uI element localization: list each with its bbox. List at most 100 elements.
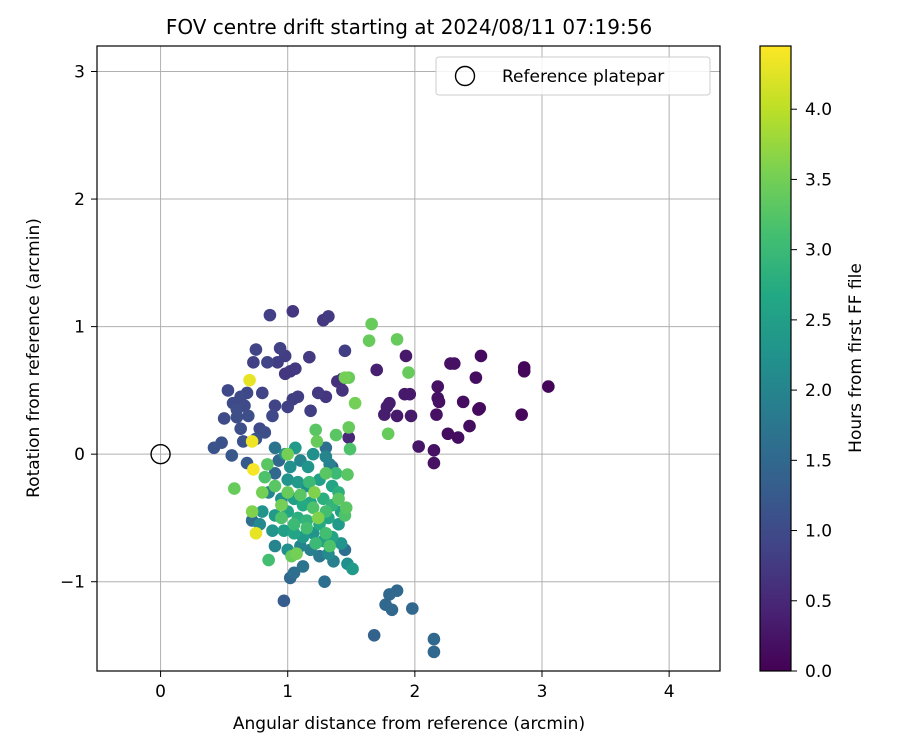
- data-point: [303, 475, 316, 489]
- data-point: [281, 473, 295, 486]
- data-point: [365, 317, 378, 331]
- data-point: [258, 470, 272, 484]
- colorbar-tick-label: 1.5: [805, 451, 832, 471]
- data-point: [287, 566, 301, 580]
- data-point: [266, 409, 279, 423]
- colorbar-tick-label: 4.0: [805, 100, 832, 120]
- data-point: [378, 408, 391, 421]
- data-point: [427, 645, 441, 659]
- data-point: [463, 419, 476, 433]
- y-tick-label: 0: [74, 445, 85, 465]
- data-point: [225, 449, 239, 462]
- colorbar-ticks: 0.0 0.5 1.0 1.5 2.0 2.5 3.0 3.5 4.0: [791, 100, 832, 682]
- data-point: [404, 409, 418, 423]
- data-point: [283, 460, 297, 474]
- x-axis-label: Angular distance from reference (arcmin): [233, 714, 585, 734]
- data-point: [234, 422, 247, 435]
- data-point: [319, 526, 333, 540]
- data-point: [451, 431, 465, 444]
- data-point: [370, 363, 384, 377]
- data-point: [311, 386, 325, 400]
- data-point: [517, 364, 531, 378]
- x-tick-label: 0: [155, 682, 166, 702]
- data-point: [383, 588, 396, 601]
- data-point: [339, 501, 353, 515]
- data-point: [281, 400, 295, 414]
- x-tick-label: 4: [664, 682, 675, 702]
- data-point: [286, 305, 300, 318]
- data-point: [338, 371, 352, 384]
- data-point: [236, 435, 250, 448]
- data-point: [385, 603, 399, 617]
- data-point: [402, 366, 415, 379]
- chart-title: FOV centre drift starting at 2024/08/11 …: [166, 15, 652, 39]
- data-point: [245, 435, 259, 448]
- data-point: [342, 421, 356, 434]
- data-point: [207, 441, 221, 455]
- colorbar-tick-label: 0.0: [805, 662, 832, 682]
- data-point: [291, 390, 305, 404]
- data-point: [430, 408, 443, 421]
- colorbar-tick-label: 3.0: [805, 241, 832, 261]
- data-point: [303, 350, 316, 364]
- legend-box: [435, 56, 711, 96]
- data-point: [469, 371, 483, 384]
- legend: Reference platepar: [435, 56, 711, 96]
- data-points: [150, 305, 555, 659]
- data-point: [289, 362, 302, 376]
- data-point: [343, 442, 357, 456]
- data-point: [332, 492, 345, 506]
- data-point: [319, 441, 333, 455]
- data-point: [258, 426, 272, 439]
- data-point: [346, 562, 359, 576]
- data-point: [247, 356, 260, 369]
- data-point: [247, 463, 260, 476]
- data-point: [287, 518, 301, 531]
- data-point: [261, 356, 274, 369]
- colorbar-label: Hours from first FF file: [846, 263, 866, 453]
- data-point: [306, 501, 320, 515]
- colorbar-gradient: [759, 45, 792, 672]
- data-point: [362, 334, 376, 347]
- data-point: [273, 341, 287, 355]
- data-point: [221, 384, 235, 397]
- data-point: [390, 333, 404, 346]
- colorbar: 0.0 0.5 1.0 1.5 2.0 2.5 3.0 3.5 4.0 Hours from f…: [759, 45, 866, 682]
- legend-label: Reference platepar: [502, 67, 664, 87]
- data-point: [367, 628, 381, 642]
- data-point: [309, 537, 322, 550]
- y-tick-label: −1: [60, 573, 85, 593]
- data-point: [261, 458, 274, 471]
- data-point: [427, 632, 441, 646]
- data-point: [309, 423, 322, 437]
- data-point: [427, 456, 441, 470]
- data-point: [341, 468, 354, 481]
- plot-frame: [96, 45, 721, 672]
- data-point: [290, 547, 303, 560]
- data-point: [311, 511, 325, 525]
- data-point: [230, 410, 244, 424]
- colorbar-tick-label: 3.5: [805, 170, 832, 190]
- data-point: [474, 349, 488, 363]
- data-point: [268, 539, 282, 553]
- data-point: [317, 492, 330, 506]
- data-point: [271, 356, 284, 369]
- x-tick-label: 1: [282, 682, 293, 702]
- data-point: [308, 486, 321, 499]
- data-point: [342, 431, 356, 444]
- data-point: [336, 384, 349, 397]
- y-tick-label: 1: [74, 318, 85, 338]
- data-point: [431, 380, 445, 393]
- data-point: [390, 409, 404, 423]
- data-point: [277, 594, 291, 608]
- data-point: [329, 466, 343, 480]
- data-point: [383, 396, 396, 410]
- data-point: [249, 343, 263, 356]
- data-point: [412, 440, 425, 453]
- data-point: [263, 308, 277, 322]
- x-tick-label: 3: [537, 682, 548, 702]
- data-point: [304, 404, 317, 418]
- y-tick-label: 3: [74, 63, 85, 83]
- data-point: [300, 521, 314, 535]
- data-point: [255, 486, 269, 499]
